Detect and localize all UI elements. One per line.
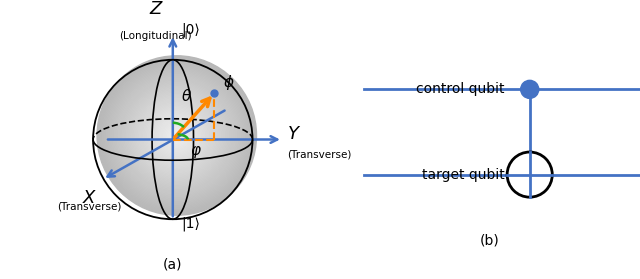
Text: (b): (b) bbox=[480, 234, 499, 248]
Circle shape bbox=[170, 129, 184, 142]
Text: φ: φ bbox=[190, 143, 200, 158]
Circle shape bbox=[140, 98, 214, 173]
Circle shape bbox=[133, 92, 221, 179]
Text: target qubit: target qubit bbox=[422, 168, 504, 182]
Circle shape bbox=[157, 116, 196, 155]
Text: ϕ: ϕ bbox=[224, 75, 234, 90]
Circle shape bbox=[134, 93, 220, 178]
Circle shape bbox=[137, 96, 217, 175]
Circle shape bbox=[118, 77, 236, 194]
Circle shape bbox=[145, 104, 209, 167]
Circle shape bbox=[159, 118, 194, 153]
Circle shape bbox=[138, 97, 215, 174]
Circle shape bbox=[124, 82, 230, 189]
Circle shape bbox=[115, 73, 239, 198]
Circle shape bbox=[113, 72, 241, 199]
Circle shape bbox=[126, 85, 227, 186]
Circle shape bbox=[136, 94, 218, 177]
Circle shape bbox=[121, 80, 232, 191]
Circle shape bbox=[143, 102, 210, 169]
Circle shape bbox=[162, 121, 191, 150]
Circle shape bbox=[166, 125, 188, 146]
Circle shape bbox=[174, 133, 179, 138]
Circle shape bbox=[108, 66, 246, 205]
Circle shape bbox=[163, 122, 190, 149]
Text: |0⟩: |0⟩ bbox=[180, 22, 200, 37]
Text: X: X bbox=[83, 189, 95, 207]
Circle shape bbox=[142, 101, 211, 170]
Circle shape bbox=[109, 68, 244, 203]
Circle shape bbox=[507, 152, 552, 197]
Circle shape bbox=[154, 113, 200, 158]
Text: θ: θ bbox=[182, 89, 191, 104]
Text: (Transverse): (Transverse) bbox=[287, 150, 352, 160]
Circle shape bbox=[165, 124, 189, 148]
Circle shape bbox=[100, 59, 254, 213]
Circle shape bbox=[104, 62, 250, 209]
Circle shape bbox=[116, 74, 238, 197]
Circle shape bbox=[99, 57, 255, 214]
Circle shape bbox=[122, 81, 231, 190]
Text: (Longitudinal): (Longitudinal) bbox=[119, 31, 191, 41]
Circle shape bbox=[153, 112, 201, 159]
Circle shape bbox=[161, 120, 193, 151]
Circle shape bbox=[132, 90, 222, 181]
Circle shape bbox=[131, 89, 223, 182]
Circle shape bbox=[169, 128, 185, 143]
Circle shape bbox=[149, 108, 205, 163]
Circle shape bbox=[173, 131, 180, 140]
Circle shape bbox=[168, 126, 186, 145]
Circle shape bbox=[521, 80, 539, 98]
Text: control qubit: control qubit bbox=[416, 82, 504, 96]
Circle shape bbox=[112, 70, 242, 201]
Text: Y: Y bbox=[287, 125, 299, 143]
Circle shape bbox=[97, 56, 257, 215]
Circle shape bbox=[117, 76, 237, 195]
Circle shape bbox=[129, 88, 225, 183]
Circle shape bbox=[120, 78, 234, 193]
Text: (Transverse): (Transverse) bbox=[57, 202, 122, 212]
Circle shape bbox=[152, 110, 202, 161]
Circle shape bbox=[110, 69, 243, 202]
Circle shape bbox=[127, 86, 226, 185]
Text: (a): (a) bbox=[163, 258, 182, 272]
Circle shape bbox=[102, 61, 251, 210]
Circle shape bbox=[175, 134, 178, 137]
Circle shape bbox=[106, 65, 247, 206]
Circle shape bbox=[150, 109, 204, 162]
Text: |1⟩: |1⟩ bbox=[180, 217, 200, 231]
Circle shape bbox=[101, 60, 253, 211]
Circle shape bbox=[105, 64, 248, 207]
Circle shape bbox=[125, 84, 228, 187]
Circle shape bbox=[146, 105, 207, 166]
Circle shape bbox=[148, 106, 206, 165]
Circle shape bbox=[141, 100, 212, 171]
Circle shape bbox=[172, 130, 182, 141]
Text: Z: Z bbox=[149, 0, 161, 18]
Circle shape bbox=[156, 114, 198, 157]
Circle shape bbox=[158, 117, 195, 154]
